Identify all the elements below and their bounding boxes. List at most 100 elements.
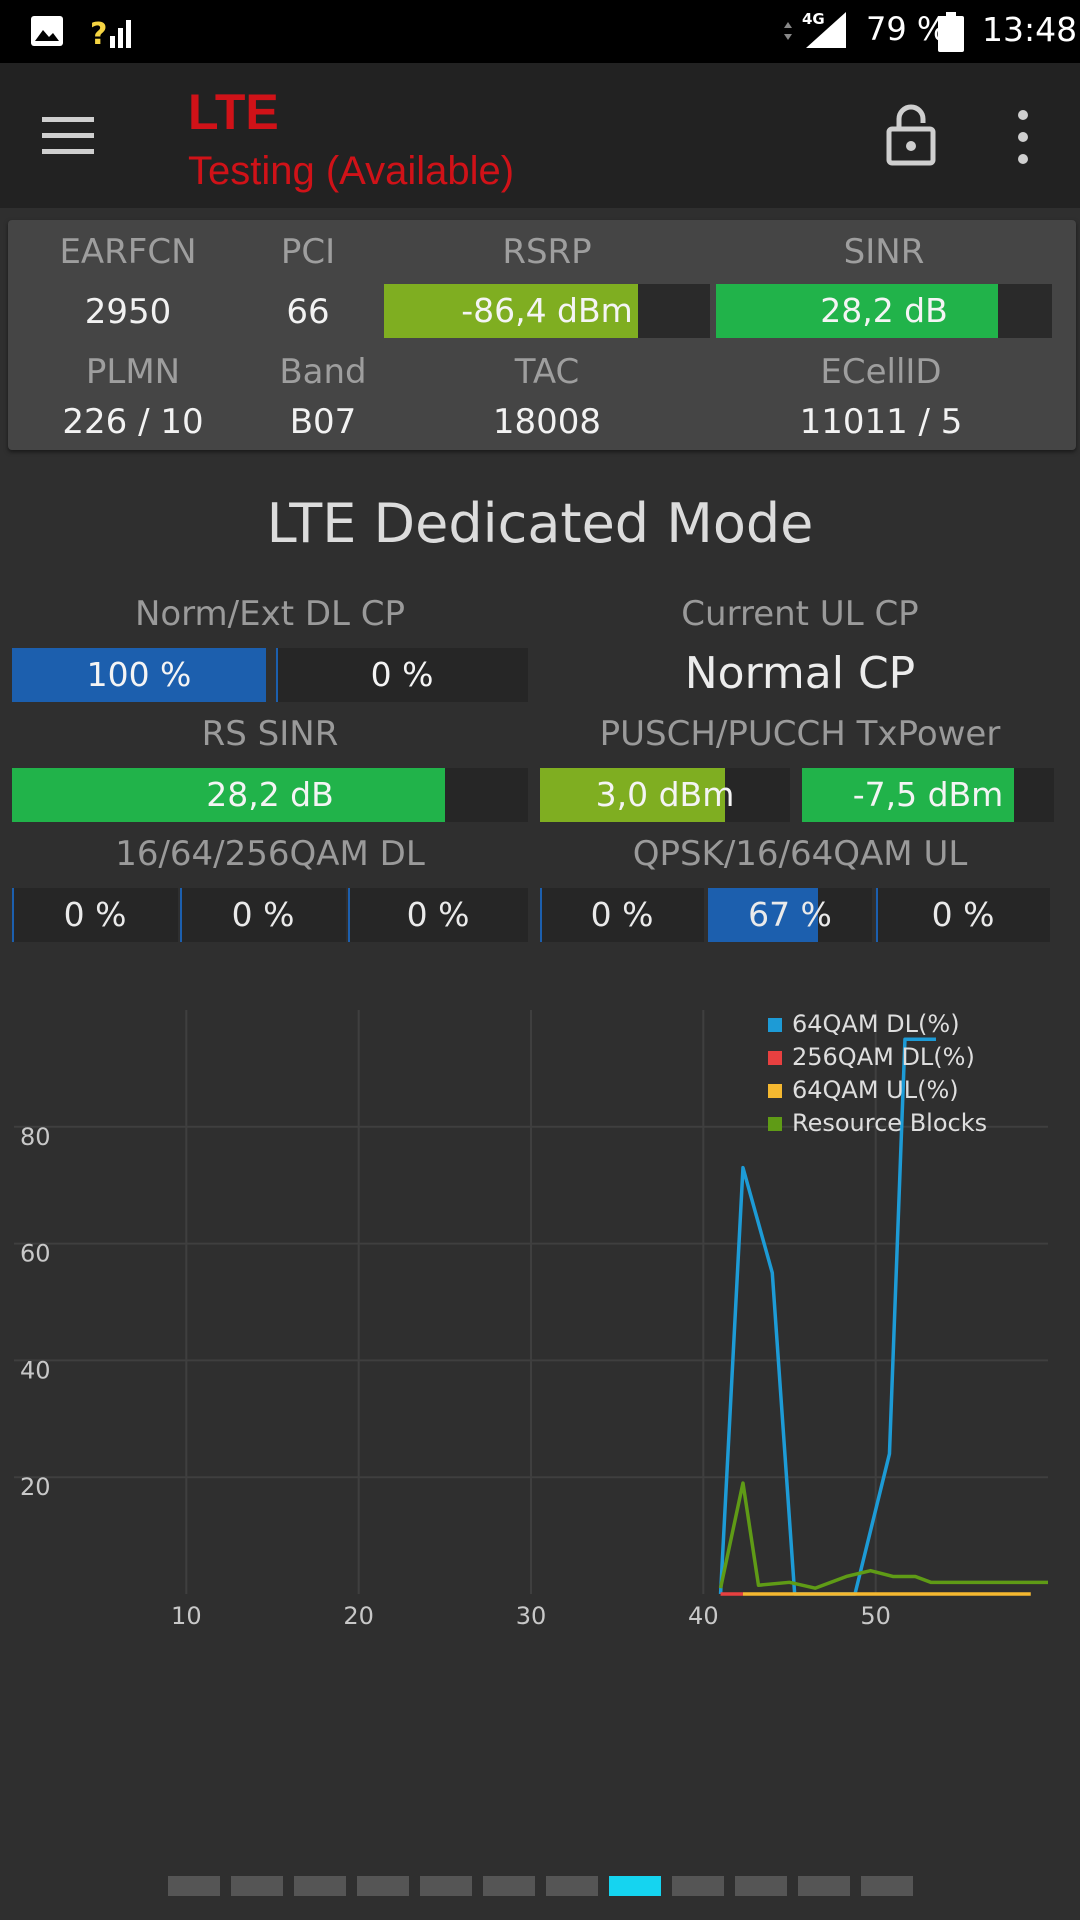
section-title: LTE Dedicated Mode	[266, 492, 814, 555]
page-dot[interactable]	[798, 1876, 850, 1896]
hamburger-menu-icon[interactable]	[40, 113, 96, 159]
lock-icon[interactable]	[886, 103, 936, 167]
svg-text:?: ?	[90, 17, 107, 50]
y-tick-label: 40	[20, 1356, 51, 1384]
rsrp-value: -86,4 dBm	[461, 291, 633, 330]
sinr-label: SINR	[843, 232, 925, 272]
pucch-value: -7,5 dBm	[852, 775, 1004, 814]
ul-16qam-bar: 67 %	[708, 888, 872, 942]
app-bar: LTE Testing (Available)	[0, 63, 1080, 208]
clock: 13:48	[982, 10, 1078, 49]
page-dot[interactable]	[735, 1876, 787, 1896]
x-tick-label: 10	[171, 1602, 202, 1630]
ecellid-value: 11011 / 5	[799, 402, 963, 442]
technology-title: LTE	[188, 84, 279, 140]
legend-swatch	[768, 1018, 782, 1032]
page-dot[interactable]	[483, 1876, 535, 1896]
dl-cp-normal-bar: 100 %	[12, 648, 266, 702]
band-label: Band	[279, 352, 367, 392]
network-type: 4G	[802, 10, 825, 28]
pucch-fill	[802, 768, 1014, 822]
dl-256qam-bar: 0 %	[348, 888, 528, 942]
pusch-fill	[540, 768, 725, 822]
ul-qpsk-bar: 0 %	[540, 888, 704, 942]
page-dot[interactable]	[861, 1876, 913, 1896]
pci-value: 66	[286, 292, 330, 332]
pusch-value: 3,0 dBm	[595, 775, 735, 814]
dl-16qam-bar: 0 %	[12, 888, 178, 942]
band-value: B07	[289, 402, 357, 442]
tac-label: TAC	[514, 352, 580, 392]
ul-cp-value: Normal CP	[684, 648, 916, 699]
legend-swatch	[768, 1084, 782, 1098]
segment-divider	[876, 888, 878, 942]
legend-swatch	[768, 1117, 782, 1131]
y-tick-label: 20	[20, 1473, 51, 1501]
dl-64qam-value: 0 %	[231, 895, 295, 934]
rsrp-bar: -86,4 dBm	[384, 284, 710, 338]
earfcn-value: 2950	[84, 292, 172, 332]
rsrp-label: RSRP	[502, 232, 592, 272]
rs-sinr-bar: 28,2 dB	[12, 768, 528, 822]
ul-qpsk-value: 0 %	[590, 895, 654, 934]
ul-16qam-value: 67 %	[748, 895, 832, 934]
page-dot[interactable]	[420, 1876, 472, 1896]
pci-label: PCI	[280, 232, 336, 272]
page-dot[interactable]	[672, 1876, 724, 1896]
rs-sinr-label: RS SINR	[201, 714, 339, 754]
x-tick-label: 20	[343, 1602, 374, 1630]
mobile-data-icon: 4G	[784, 10, 846, 48]
dl-cp-normal-fill	[12, 648, 266, 702]
battery-percent: 79 %	[866, 10, 948, 48]
dl-cp-extended-bar: 0 %	[276, 648, 528, 702]
dl-64qam-bar: 0 %	[180, 888, 346, 942]
page-dot-active[interactable]	[609, 1876, 661, 1896]
segment-divider	[180, 888, 182, 942]
page-dot[interactable]	[357, 1876, 409, 1896]
pucch-bar: -7,5 dBm	[802, 768, 1054, 822]
qam-line-chart: 10 20 30 40 50 20 40 60 80 64QAM DL(%) 256QAM DL(%…	[14, 1010, 1048, 1630]
legend-entry: Resource Blocks	[792, 1109, 987, 1137]
segment-divider	[12, 888, 14, 942]
plmn-label: PLMN	[85, 352, 181, 392]
x-tick-label: 30	[516, 1602, 547, 1630]
dl-256qam-value: 0 %	[406, 895, 470, 934]
ul-16qam-fill	[708, 888, 818, 942]
rs-sinr-fill	[12, 768, 446, 822]
service-state: Testing (Available)	[188, 149, 515, 193]
segment-divider	[348, 888, 350, 942]
ul-64qam-value: 0 %	[931, 895, 995, 934]
sinr-bar: 28,2 dB	[716, 284, 1052, 338]
dl-cp-extended-value: 0 %	[370, 655, 434, 694]
legend-entry: 256QAM DL(%)	[792, 1043, 975, 1071]
ul-64qam-bar: 0 %	[876, 888, 1050, 942]
page-dot[interactable]	[231, 1876, 283, 1896]
x-tick-label: 40	[688, 1602, 719, 1630]
y-tick-label: 80	[20, 1123, 51, 1151]
ecellid-label: ECellID	[820, 352, 942, 392]
page-dot[interactable]	[546, 1876, 598, 1896]
legend-entry: 64QAM DL(%)	[792, 1010, 960, 1038]
sinr-bar-fill	[716, 284, 999, 338]
battery-icon	[938, 12, 964, 52]
x-tick-label: 50	[860, 1602, 891, 1630]
legend-entry: 64QAM UL(%)	[792, 1076, 959, 1104]
txpower-label: PUSCH/PUCCH TxPower	[599, 714, 1001, 754]
signal-strength-icon: ?	[90, 17, 131, 50]
segment-divider	[540, 888, 542, 942]
y-tick-label: 60	[20, 1240, 51, 1268]
ul-cp-label: Current UL CP	[681, 594, 919, 634]
page-dot[interactable]	[294, 1876, 346, 1896]
dl-cp-normal-value: 100 %	[86, 655, 192, 694]
dl-16qam-value: 0 %	[63, 895, 127, 934]
sinr-value: 28,2 dB	[820, 291, 948, 330]
tac-value: 18008	[492, 402, 602, 442]
rsrp-bar-fill	[384, 284, 639, 338]
plmn-value: 226 / 10	[62, 402, 204, 442]
more-options-icon[interactable]	[1008, 107, 1038, 167]
page-dot[interactable]	[168, 1876, 220, 1896]
ul-qam-label: QPSK/16/64QAM UL	[632, 834, 968, 874]
earfcn-label: EARFCN	[59, 232, 197, 272]
legend-swatch	[768, 1051, 782, 1065]
dl-cp-extended-divider	[276, 648, 278, 702]
